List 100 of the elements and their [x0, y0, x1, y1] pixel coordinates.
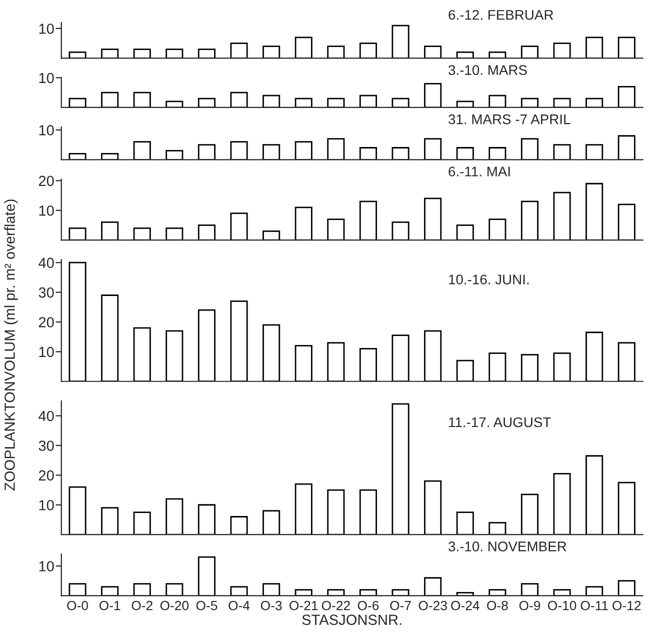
y-tick-label: 10	[39, 125, 54, 136]
bar	[618, 482, 636, 535]
bar	[101, 222, 119, 240]
bar	[520, 98, 538, 108]
chart-title: 6.-12. FEBRUAR	[448, 10, 554, 20]
bar	[230, 212, 248, 240]
bar	[262, 230, 280, 240]
x-tick-label: O-21	[290, 600, 318, 610]
bar	[133, 512, 151, 535]
bar	[294, 589, 312, 596]
bar	[230, 42, 248, 58]
bar	[392, 589, 410, 596]
bar	[392, 334, 410, 382]
bar	[618, 580, 636, 596]
bar	[166, 100, 184, 108]
y-tick-label: 30	[38, 440, 54, 451]
bar	[68, 52, 86, 58]
bar	[68, 227, 86, 240]
bar	[230, 300, 248, 382]
bar	[198, 224, 216, 240]
x-tick-label: O-11	[580, 600, 608, 610]
bar	[68, 98, 86, 108]
bar	[488, 522, 506, 535]
bar	[456, 360, 474, 382]
x-tick-label: O-24	[451, 600, 480, 610]
bar	[553, 472, 571, 535]
bar	[166, 150, 184, 160]
bar	[68, 583, 86, 596]
bar	[359, 94, 377, 108]
bar	[198, 144, 216, 160]
bar	[166, 498, 184, 535]
bar	[133, 583, 151, 596]
bar	[488, 52, 506, 58]
x-tick-label: O-0	[67, 600, 88, 610]
bar	[520, 138, 538, 160]
bar	[327, 218, 345, 240]
bar	[488, 94, 506, 108]
bar	[359, 147, 377, 160]
bar	[520, 200, 538, 240]
bar	[618, 86, 636, 108]
bar	[553, 589, 571, 596]
bar	[294, 206, 312, 240]
bar	[456, 100, 474, 108]
bar	[166, 227, 184, 240]
x-tick-label: O-1	[99, 600, 120, 610]
bar	[68, 262, 86, 382]
bar	[553, 144, 571, 160]
bar	[198, 98, 216, 108]
y-tick-label: 20	[38, 470, 54, 481]
bar	[618, 135, 636, 160]
bar	[424, 82, 442, 108]
bar	[456, 147, 474, 160]
bar	[359, 589, 377, 596]
bar	[166, 48, 184, 58]
bar	[553, 98, 571, 108]
bar	[618, 342, 636, 382]
bar	[520, 354, 538, 382]
bar	[327, 138, 345, 160]
bar	[456, 512, 474, 535]
bar	[294, 483, 312, 535]
bar	[618, 204, 636, 240]
bar	[101, 294, 119, 382]
bar	[586, 98, 604, 108]
bar	[327, 489, 345, 535]
x-tick-label: O-9	[519, 600, 540, 610]
text: 11.-17. AUGUST	[449, 417, 551, 428]
bar	[294, 98, 312, 108]
bar	[424, 138, 442, 160]
bar	[230, 586, 248, 596]
bar	[327, 46, 345, 58]
chart-title: 6.-11. MAI	[448, 166, 510, 176]
bar	[294, 141, 312, 160]
bar	[262, 324, 280, 382]
bar	[101, 586, 119, 596]
bar	[327, 98, 345, 108]
y-tick-label: 10	[39, 500, 54, 510]
y-axis-title: ZOOPLANKTONVOLUM (ml pr. m² overflate)	[4, 200, 18, 491]
bar	[294, 345, 312, 382]
bar	[68, 486, 86, 535]
bar	[262, 144, 280, 160]
bar	[456, 224, 474, 240]
bar	[488, 218, 506, 240]
bar	[166, 583, 184, 596]
bar	[424, 480, 442, 535]
x-tick-label: O-4	[228, 600, 250, 610]
bar	[359, 200, 377, 240]
bar	[586, 332, 604, 382]
bar	[359, 42, 377, 58]
x-tick-label: O-8	[487, 600, 508, 610]
bar	[553, 42, 571, 58]
x-tick-label: O-10	[548, 600, 576, 610]
bar	[392, 222, 410, 240]
bar	[392, 403, 410, 535]
bar	[294, 36, 312, 58]
bar	[133, 227, 151, 240]
bar	[424, 46, 442, 58]
bar	[520, 583, 538, 596]
x-tick-label: O-6	[358, 600, 379, 610]
chart-title: 31. MARS -7 APRIL	[448, 114, 570, 124]
y-tick-label: 30	[38, 287, 54, 298]
